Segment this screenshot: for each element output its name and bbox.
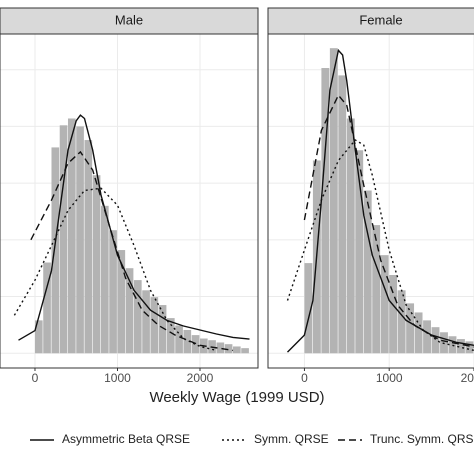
strip-label: Female	[359, 12, 402, 27]
bar	[117, 250, 126, 354]
bar	[448, 336, 457, 354]
bar	[414, 312, 423, 354]
strip	[0, 7, 259, 35]
x-tick-label: 1000	[376, 371, 403, 385]
bar	[175, 325, 183, 354]
x-tick-label: 1000	[104, 371, 131, 385]
bar	[304, 263, 313, 354]
bar	[142, 290, 150, 354]
bar	[380, 255, 389, 354]
bar	[133, 280, 142, 354]
x-tick-label: 2000	[461, 371, 474, 385]
bar	[216, 342, 225, 354]
legend-label: Trunc. Symm. QRSE	[370, 432, 474, 446]
bar	[363, 190, 372, 354]
bar	[67, 118, 76, 354]
bar	[51, 147, 60, 354]
bar	[166, 318, 175, 354]
bar	[355, 150, 364, 354]
bar	[321, 68, 330, 354]
strip	[267, 7, 474, 35]
bar	[84, 140, 93, 354]
bar	[457, 339, 465, 354]
bar	[233, 346, 241, 354]
bar	[389, 275, 398, 354]
bar	[59, 125, 68, 354]
bar	[329, 48, 338, 354]
bar	[224, 344, 233, 354]
bar	[346, 118, 355, 354]
bar	[406, 303, 415, 354]
x-tick-label: 0	[32, 371, 39, 385]
bar	[338, 75, 347, 354]
density-line	[303, 93, 474, 348]
bar	[423, 320, 431, 354]
bar	[43, 262, 51, 354]
bar	[92, 175, 101, 354]
panel-border	[267, 33, 474, 369]
bar	[158, 305, 167, 354]
bar	[183, 330, 192, 354]
legend-label: Asymmetric Beta QRSE	[62, 432, 190, 446]
panel-border	[0, 33, 259, 369]
x-tick-label: 2000	[187, 371, 214, 385]
bar	[76, 126, 84, 354]
bar	[397, 290, 406, 354]
strip-label: Male	[115, 12, 143, 27]
bar	[125, 268, 134, 354]
x-tick-label: 0	[301, 371, 308, 385]
bar	[372, 225, 381, 354]
bar	[465, 341, 474, 354]
legend-label: Symm. QRSE	[254, 432, 329, 446]
bar	[431, 327, 440, 354]
density-line	[287, 48, 474, 353]
bar	[150, 297, 159, 354]
x-axis-label: Weekly Wage (1999 USD)	[149, 389, 324, 406]
bar	[34, 320, 43, 354]
density-line	[30, 150, 234, 352]
bar	[100, 205, 109, 354]
bar	[109, 230, 117, 354]
density-line	[286, 139, 474, 352]
bar	[241, 348, 249, 354]
